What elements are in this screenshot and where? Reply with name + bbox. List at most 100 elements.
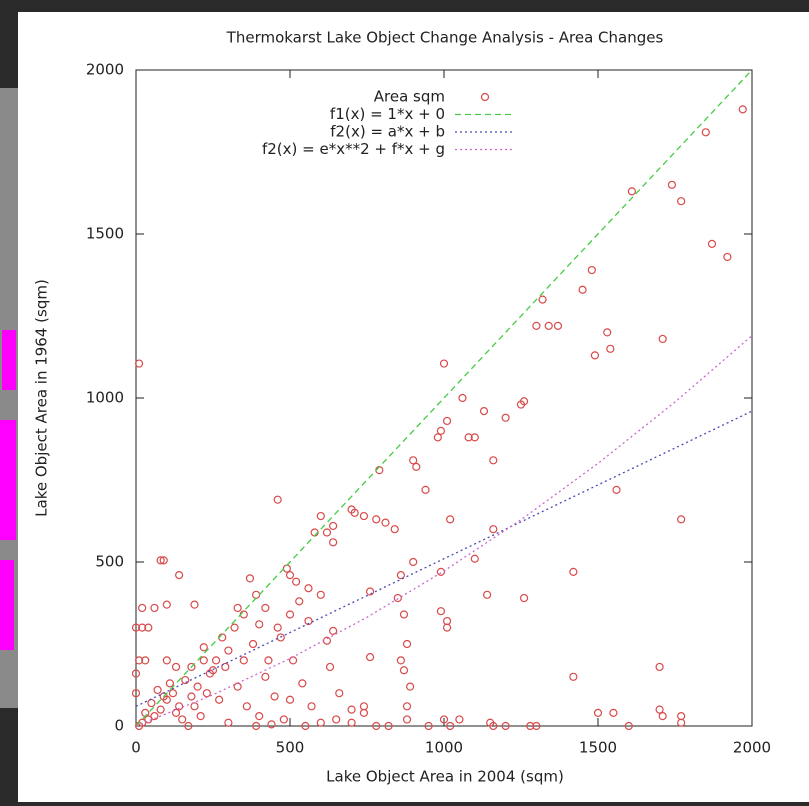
data-point [402, 639, 412, 649]
data-point [399, 666, 409, 675]
data-point [248, 639, 258, 649]
data-point [458, 393, 467, 403]
chart-title: Thermokarst Lake Object Change Analysis … [226, 29, 664, 47]
data-point [335, 689, 344, 698]
data-point [298, 679, 307, 688]
data-point [479, 407, 489, 416]
data-point [252, 721, 261, 731]
x-axis-label: Lake Object Area in 2004 (sqm) [326, 768, 564, 786]
data-point [489, 721, 498, 731]
data-point [384, 721, 393, 731]
data-point [267, 720, 276, 729]
side-image-blob [0, 420, 16, 540]
data-point [199, 643, 208, 652]
data-point [332, 715, 341, 724]
data-point [255, 712, 264, 721]
data-point [677, 718, 686, 727]
data-point [526, 721, 535, 731]
data-point [131, 669, 141, 678]
data-point [578, 285, 587, 294]
data-point [489, 525, 498, 534]
data-point [316, 511, 325, 521]
data-point [590, 351, 600, 360]
data-point [532, 721, 541, 731]
data-point [131, 623, 141, 632]
data-point [150, 712, 159, 721]
data-point [178, 715, 187, 724]
data-point [245, 574, 255, 583]
x-tick-label: 2000 [733, 739, 771, 757]
data-point [439, 715, 449, 724]
data-point [307, 702, 316, 711]
data-point [316, 590, 325, 599]
data-point [532, 321, 541, 330]
data-point [483, 590, 492, 599]
y-tick-label: 2000 [86, 61, 124, 79]
y-tick-label: 1500 [86, 225, 124, 243]
data-point [658, 334, 667, 344]
data-point [365, 653, 375, 662]
legend-label: Area sqm [374, 88, 445, 106]
data-point [396, 656, 405, 665]
side-image-blob [0, 560, 14, 650]
data-point [372, 515, 381, 524]
data-point [372, 721, 381, 731]
data-point [501, 413, 510, 422]
data-point [501, 721, 510, 731]
data-point [470, 554, 479, 563]
data-point [658, 712, 667, 721]
data-point [325, 662, 335, 672]
data-point [627, 187, 636, 196]
chart-panel [18, 12, 809, 802]
data-point [624, 721, 633, 731]
data-point [276, 633, 285, 642]
data-point [390, 525, 399, 534]
data-point [221, 662, 230, 672]
data-point [359, 511, 369, 521]
data-point [569, 567, 578, 576]
data-point [215, 695, 224, 704]
data-point [162, 600, 171, 609]
data-point [175, 702, 184, 711]
data-point [409, 557, 418, 567]
data-point [396, 571, 405, 580]
data-point [603, 328, 612, 337]
data-point [162, 656, 171, 665]
data-point [587, 265, 596, 275]
data-point [350, 508, 359, 517]
data-point [273, 623, 282, 632]
legend-label: f2(x) = e*x**2 + f*x + g [262, 140, 445, 158]
x-tick-label: 500 [276, 739, 305, 757]
data-point [433, 433, 442, 442]
data-point [393, 593, 402, 603]
y-tick-label: 500 [95, 553, 124, 571]
data-point [655, 705, 664, 714]
data-point [230, 623, 239, 632]
data-point [199, 656, 208, 665]
data-point [412, 462, 421, 471]
data-point [255, 620, 264, 629]
data-point [424, 721, 433, 731]
data-point [279, 715, 288, 724]
data-point [144, 623, 153, 632]
data-point [553, 321, 563, 330]
data-point [421, 485, 430, 494]
data-point [677, 515, 686, 524]
data-point [329, 626, 338, 635]
data-point [168, 689, 178, 698]
data-point [184, 721, 193, 731]
data-point [606, 344, 615, 353]
data-point [187, 692, 196, 701]
data-point [455, 715, 464, 724]
data-point [224, 718, 233, 727]
data-point [519, 397, 529, 406]
data-point [187, 662, 196, 672]
fit-line [136, 335, 752, 726]
data-point [285, 695, 295, 704]
y-axis-label: Lake Object Area in 1964 (sqm) [33, 279, 51, 517]
data-point [489, 456, 498, 465]
data-point [285, 610, 295, 619]
data-point [134, 359, 144, 368]
